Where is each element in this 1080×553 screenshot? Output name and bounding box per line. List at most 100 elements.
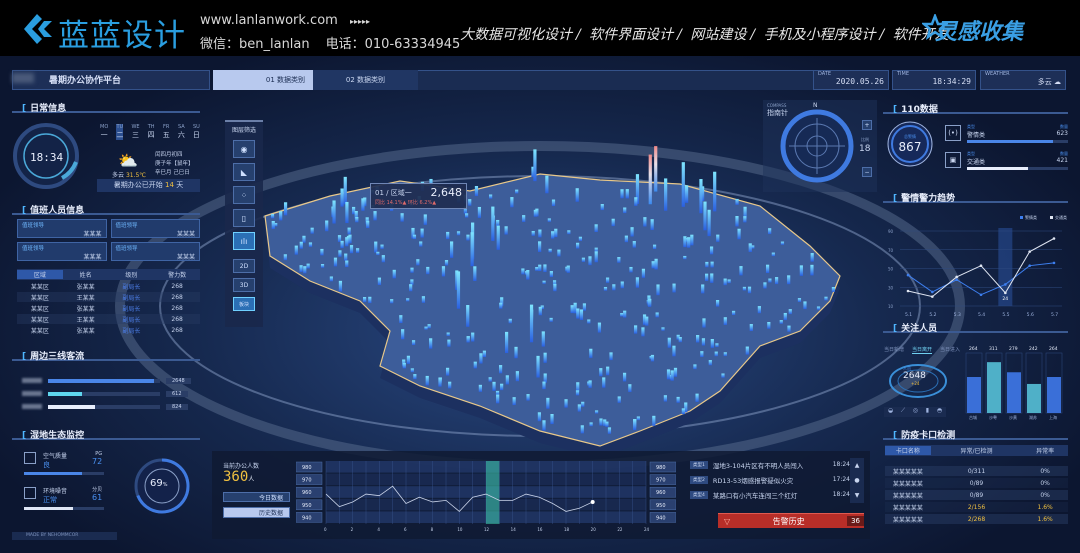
3d-button[interactable]: 3D <box>233 278 255 292</box>
bar[interactable] <box>1007 372 1021 413</box>
alert-item[interactable]: 类型1 湿地3-104片区有不明人员闯入 18:24 <box>690 457 850 472</box>
nav-software-ui[interactable]: 软件界面设计 <box>589 27 674 43</box>
tab-today-new[interactable]: 当日新增 <box>884 347 905 353</box>
table-row[interactable]: 某某某某某 0/89 0% <box>885 478 1068 488</box>
target-icon[interactable]: ◎ <box>912 407 919 414</box>
series-line-0 <box>907 262 1055 296</box>
column-header[interactable]: 姓名 <box>79 272 92 279</box>
platform-title: 暑期办公协作平台 <box>49 76 122 86</box>
signal-layer-button[interactable]: ◣ <box>233 163 255 181</box>
battery-icon[interactable]: ▮ <box>925 407 930 414</box>
map-bar <box>645 316 649 326</box>
data-point[interactable] <box>979 264 983 267</box>
bar-category-label: 沙黄 <box>1009 414 1017 420</box>
map-bar <box>611 218 615 227</box>
nav-bigdata[interactable]: 大数据可视化设计 <box>460 27 572 43</box>
data-point[interactable] <box>1004 291 1007 295</box>
data-point[interactable] <box>1052 237 1056 240</box>
data-point[interactable] <box>955 275 958 279</box>
data-point[interactable] <box>906 273 910 277</box>
partly-cloudy-icon: ⛅ <box>118 151 138 170</box>
plate-button[interactable]: 板块 <box>233 297 255 311</box>
focus-header: 关注人员 <box>883 321 1068 334</box>
map-bar <box>504 226 508 235</box>
map-surface[interactable] <box>264 173 841 447</box>
table-row[interactable]: 某某某某某 0/89 0% <box>885 490 1068 500</box>
bar[interactable] <box>967 377 981 413</box>
duty-card[interactable]: 值班领导 某某某 <box>110 242 200 261</box>
building-layer-button[interactable]: ▯ <box>233 209 255 227</box>
table-row[interactable]: 某某区 王某某 副局长 268 <box>17 314 200 324</box>
alert-item[interactable]: 类型4 某路口有小汽车连闯三个红灯 18:24 <box>690 487 850 502</box>
compass-panel: COMPASS 指南针 N + 比例 18 − <box>763 100 877 192</box>
column-header[interactable]: 卡口名称 <box>885 446 931 455</box>
history-data-button[interactable]: 历史数据 <box>223 507 290 518</box>
y-tick-label: 940 <box>656 515 666 521</box>
data-point[interactable] <box>931 295 934 298</box>
alert-scroll[interactable]: ▲ ● ▼ <box>850 458 864 503</box>
column-header[interactable]: 区域 <box>17 270 63 279</box>
table-row[interactable]: 某某某某某 0/311 0% <box>885 466 1068 476</box>
data-point[interactable] <box>1052 261 1056 265</box>
table-row[interactable]: 某某区 王某某 副局长 268 <box>17 292 200 302</box>
map-bar <box>763 282 767 289</box>
3d-map[interactable] <box>0 56 1080 553</box>
column-header[interactable]: 异常率 <box>1036 448 1055 455</box>
duty-card[interactable]: 值班领导 某某某 <box>17 219 107 238</box>
tab-today-enter[interactable]: 当日进入 <box>940 347 961 353</box>
table-row[interactable]: 某某区 张某某 副局长 268 <box>17 325 200 335</box>
table-row[interactable]: 某某区 张某某 副局长 268 <box>17 281 200 291</box>
last-point[interactable] <box>590 499 595 504</box>
tab-today-leave[interactable]: 当日离开 <box>912 347 933 354</box>
map-bar <box>479 353 483 364</box>
scroll-down-icon[interactable]: ▼ <box>854 492 860 499</box>
bar[interactable] <box>1027 383 1041 413</box>
site-link[interactable]: www.lanlanwork.com <box>200 13 338 28</box>
column-header[interactable]: 级别 <box>125 272 138 279</box>
column-header[interactable]: 异常/已检测 <box>960 448 993 455</box>
2d-button[interactable]: 2D <box>233 259 255 273</box>
table-row[interactable]: 某某区 张某某 副局长 268 <box>17 303 200 313</box>
alarm-history-button[interactable]: ▽ 告警历史 36 <box>718 513 864 528</box>
bar[interactable] <box>987 362 1001 413</box>
camera-layer-button[interactable]: ◉ <box>233 140 255 158</box>
blurred-label <box>22 404 42 409</box>
car-icon[interactable]: ◒ <box>887 407 894 414</box>
data-point[interactable] <box>1028 264 1031 267</box>
data-point[interactable] <box>931 290 934 294</box>
data-point[interactable] <box>979 293 983 297</box>
data-point[interactable] <box>1004 283 1007 286</box>
data-point[interactable] <box>906 289 910 293</box>
tooltip-yoy: 同比 14.1%▲ <box>375 200 407 206</box>
map-bar <box>347 227 351 235</box>
nav-website[interactable]: 网站建设 <box>690 27 747 43</box>
x-tick-label: 5.4 <box>978 312 985 318</box>
duty-card[interactable]: 值班领导 某某某 <box>17 242 107 261</box>
map-bar <box>810 264 814 276</box>
data-point[interactable] <box>1028 250 1031 253</box>
table-row[interactable]: 某某某某某 2/268 1.6% <box>885 514 1068 524</box>
map-bar <box>345 260 349 268</box>
map-bar <box>543 264 547 273</box>
column-header[interactable]: 警力数 <box>168 272 187 279</box>
bar[interactable] <box>1047 377 1061 413</box>
zoom-out-button[interactable]: − <box>862 167 872 177</box>
data-point[interactable] <box>955 278 958 282</box>
chart-layer-button[interactable]: ılı <box>233 232 255 250</box>
link-icon[interactable]: ⟋ <box>900 407 906 414</box>
today-data-button[interactable]: 今日数据 <box>223 492 290 502</box>
zoom-in-button[interactable]: + <box>862 120 872 130</box>
duty-card[interactable]: 值班领导 某某某 <box>110 219 200 238</box>
bus-small-icon[interactable]: ◓ <box>936 407 943 414</box>
nav-mobile[interactable]: 手机及小程序设计 <box>763 27 876 43</box>
map-bar <box>406 355 411 364</box>
tab-data-category-2[interactable]: 02 数据类别 <box>313 70 418 90</box>
map-bar <box>302 235 306 243</box>
alert-item[interactable]: 类型2 RD13-53烟感报警疑似火灾 17:24 <box>690 472 850 487</box>
compass-dial[interactable] <box>779 108 855 184</box>
tab-data-category-1[interactable]: 01 数据类别 <box>213 70 313 90</box>
map-bar <box>299 241 303 249</box>
grid-layer-button[interactable]: ⁘ <box>233 186 255 204</box>
scroll-up-icon[interactable]: ▲ <box>854 462 860 469</box>
table-row[interactable]: 某某某某某 2/156 1.6% <box>885 502 1068 512</box>
